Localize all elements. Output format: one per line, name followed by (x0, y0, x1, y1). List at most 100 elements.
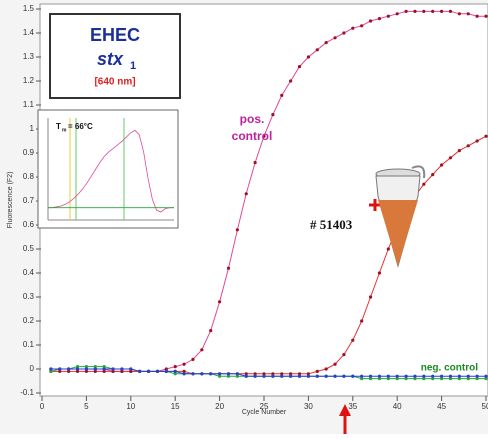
data-point (333, 363, 336, 366)
data-point (484, 135, 487, 138)
data-point (271, 113, 274, 116)
data-point (94, 367, 97, 370)
y-tick-label: 0 (30, 364, 35, 373)
neg-label: neg. control (421, 363, 478, 374)
data-point (316, 48, 319, 51)
x-tick-label: 40 (393, 402, 402, 411)
data-point (67, 367, 70, 370)
data-point (174, 370, 177, 373)
inset-annotation: T (56, 122, 61, 131)
x-tick-label: 0 (40, 402, 45, 411)
data-point (431, 375, 434, 378)
y-tick-label: 0.4 (23, 268, 35, 277)
data-point (404, 375, 407, 378)
data-point (182, 372, 185, 375)
data-point (325, 41, 328, 44)
x-tick-label: 20 (215, 402, 224, 411)
data-point (325, 375, 328, 378)
data-point (138, 370, 141, 373)
y-tick-label: 0.7 (23, 196, 35, 205)
box-title: EHEC (90, 25, 140, 45)
pos-label: control (232, 129, 273, 143)
data-point (333, 375, 336, 378)
data-point (316, 370, 319, 373)
data-point (467, 144, 470, 147)
data-point (209, 329, 212, 332)
data-point (191, 358, 194, 361)
data-point (422, 183, 425, 186)
x-tick-label: 35 (348, 402, 357, 411)
data-point (422, 10, 425, 13)
data-point (458, 375, 461, 378)
data-point (58, 367, 61, 370)
y-tick-label: 1.4 (23, 28, 35, 37)
data-point (351, 339, 354, 342)
data-point (120, 367, 123, 370)
data-point (440, 375, 443, 378)
data-point (174, 365, 177, 368)
data-point (307, 375, 310, 378)
data-point (396, 12, 399, 15)
data-point (467, 12, 470, 15)
data-point (378, 17, 381, 20)
inset-annotation-sub: m (62, 127, 67, 133)
data-point (209, 372, 212, 375)
y-tick-label: 1.2 (23, 76, 35, 85)
y-tick-label: 1.1 (23, 100, 35, 109)
data-point (440, 10, 443, 13)
data-point (325, 367, 328, 370)
data-point (476, 139, 479, 142)
data-point (387, 15, 390, 18)
data-point (49, 367, 52, 370)
y-tick-label: 0.3 (23, 292, 35, 301)
y-tick-label: 0.2 (23, 316, 35, 325)
data-point (254, 161, 257, 164)
data-point (111, 367, 114, 370)
data-point (289, 79, 292, 82)
page: {"chart_data": [ {"type": "line", "y_lab… (0, 0, 488, 434)
data-point (147, 370, 150, 373)
data-point (245, 192, 248, 195)
data-point (431, 10, 434, 13)
y-tick-label: 1.5 (23, 4, 35, 13)
box-gene-sub: 1 (130, 60, 136, 72)
data-point (156, 370, 159, 373)
data-point (360, 375, 363, 378)
data-point (484, 375, 487, 378)
data-point (360, 24, 363, 27)
data-point (404, 10, 407, 13)
data-point (218, 372, 221, 375)
data-point (298, 65, 301, 68)
data-point (387, 375, 390, 378)
data-point (476, 15, 479, 18)
data-point (351, 27, 354, 30)
data-point (191, 372, 194, 375)
sample-label: # 51403 (310, 217, 353, 232)
chart: -0.100.10.20.30.40.50.60.70.80.911.11.21… (0, 0, 488, 434)
data-point (449, 375, 452, 378)
x-tick-label: 30 (304, 402, 313, 411)
data-point (200, 372, 203, 375)
data-point (449, 10, 452, 13)
data-point (413, 10, 416, 13)
pos-label: pos. (240, 112, 265, 126)
data-point (351, 375, 354, 378)
box-channel: [640 nm] (94, 77, 135, 88)
data-point (413, 375, 416, 378)
data-point (289, 375, 292, 378)
data-point (245, 375, 248, 378)
data-point (236, 228, 239, 231)
data-point (484, 15, 487, 18)
data-point (254, 375, 257, 378)
data-point (360, 319, 363, 322)
data-point (262, 375, 265, 378)
data-point (316, 375, 319, 378)
data-point (342, 31, 345, 34)
data-point (458, 12, 461, 15)
y-tick-label: 1.3 (23, 52, 35, 61)
y-tick-label: 0.9 (23, 148, 35, 157)
data-point (378, 375, 381, 378)
x-tick-label: 45 (437, 402, 446, 411)
data-point (280, 94, 283, 97)
data-point (449, 156, 452, 159)
